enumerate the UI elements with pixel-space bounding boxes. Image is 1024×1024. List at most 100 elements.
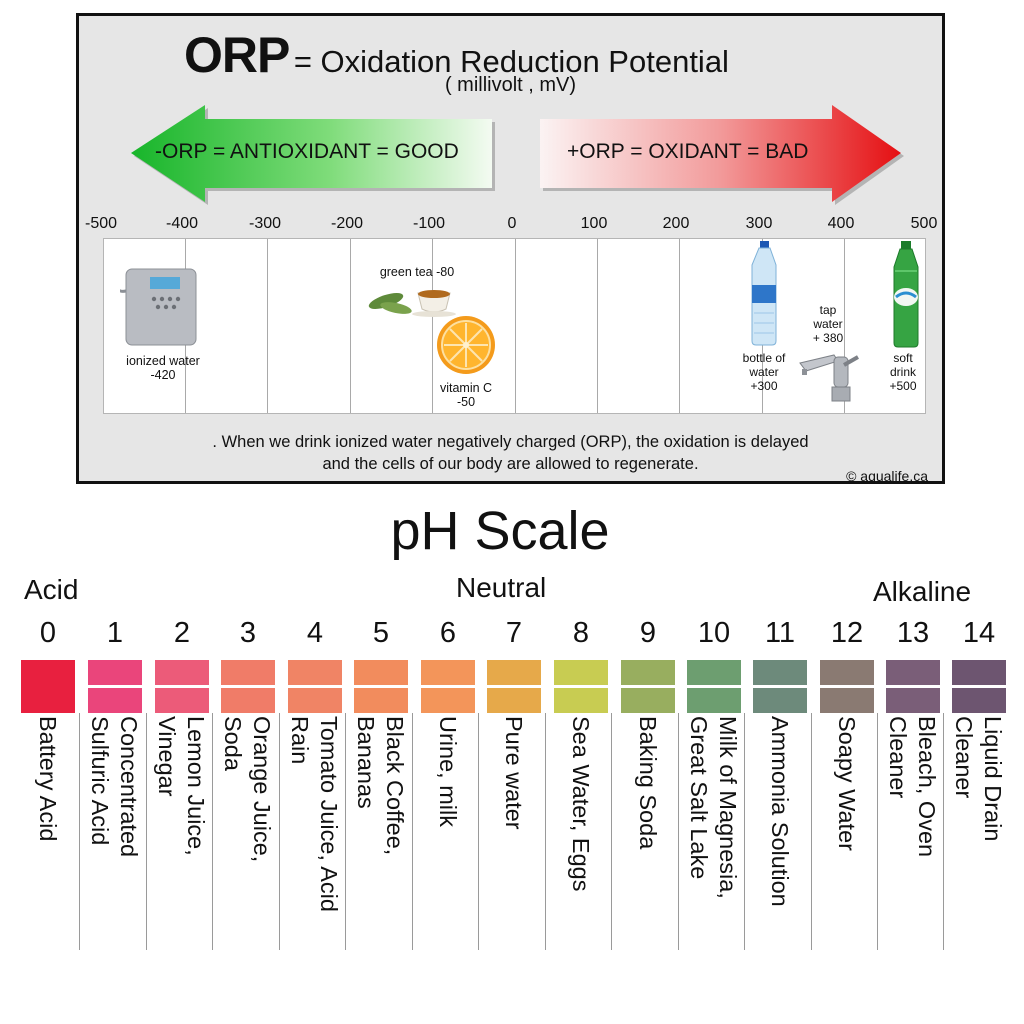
ph-divider-line	[545, 713, 546, 950]
ph-color-swatch	[421, 660, 475, 713]
ph-example-line-2: Great Salt Lake	[686, 716, 712, 880]
tick-label: -100	[412, 215, 446, 232]
tick-label: -400	[165, 215, 199, 232]
ph-number: 0	[39, 617, 57, 649]
ph-example-line-1: Milk of Magnesia,	[715, 716, 741, 899]
ph-divider-line	[611, 713, 612, 950]
grid-line	[679, 239, 680, 413]
tick-label: 0	[507, 215, 517, 232]
ph-number: 14	[962, 617, 996, 649]
orp-title-bold: ORP	[184, 27, 290, 83]
ph-divider-line	[877, 713, 878, 950]
ph-example-label: Battery Acid	[33, 716, 62, 841]
grid-line	[350, 239, 351, 413]
ph-example-line-1: Black Coffee,	[382, 716, 408, 856]
ph-example-line-1: Lemon Juice,	[183, 716, 209, 856]
ph-divider-line	[212, 713, 213, 950]
tick-label: -200	[330, 215, 364, 232]
tick-label: 500	[910, 215, 938, 232]
ph-color-swatch	[952, 660, 1006, 713]
green-tea-label: green tea -80	[379, 265, 455, 279]
ph-divider-line	[678, 713, 679, 950]
ph-number: 9	[639, 617, 657, 649]
acid-label: Acid	[24, 574, 79, 605]
ph-number: 3	[239, 617, 257, 649]
vitamin-c-name: vitamin C	[439, 381, 493, 395]
ph-color-swatch	[886, 660, 940, 713]
ph-example-label: Black Coffee, Bananas	[351, 716, 409, 855]
antioxidant-arrow-label: -ORP = ANTIOXIDANT = GOOD	[155, 140, 459, 163]
ph-divider-line	[811, 713, 812, 950]
ph-example-line-2: Sulfuric Acid	[87, 716, 113, 846]
tap-water-value: + 380	[812, 331, 844, 345]
ph-example-line-1: Bleach, Oven	[914, 716, 940, 858]
ph-color-swatch	[155, 660, 209, 713]
vitamin-c-value: -50	[456, 395, 476, 409]
orange-slice-icon	[437, 316, 495, 374]
ph-color-swatch	[21, 660, 75, 713]
oxidant-arrow-label: +ORP = OXIDANT = BAD	[567, 140, 809, 163]
tick-label: -300	[248, 215, 282, 232]
ph-example-line-1: Pure water	[501, 716, 527, 830]
orp-subtitle: ( millivolt , mV)	[444, 74, 577, 96]
ph-example-label: Bleach, Oven Cleaner	[883, 716, 941, 857]
ph-example-line-1: Urine, milk	[435, 716, 461, 827]
ph-number: 5	[372, 617, 390, 649]
ph-color-swatch	[221, 660, 275, 713]
orp-panel: ORP = Oxidation Reduction Potential ( mi…	[76, 13, 945, 484]
ph-example-line-2: Soda	[220, 716, 246, 771]
ph-number: 1	[106, 617, 124, 649]
ph-color-swatch	[354, 660, 408, 713]
ph-divider-line	[345, 713, 346, 950]
ph-example-line-2: Bananas	[353, 716, 379, 809]
ph-color-swatch	[687, 660, 741, 713]
ph-number: 11	[764, 617, 796, 649]
ph-example-label: Tomato Juice, Acid Rain	[285, 716, 343, 912]
ph-number: 4	[306, 617, 324, 649]
ph-scale-title: pH Scale	[390, 501, 610, 561]
alkaline-label: Alkaline	[873, 576, 972, 607]
ph-example-line-1: Concentrated	[116, 716, 142, 858]
ph-divider-line	[478, 713, 479, 950]
ph-number: 2	[173, 617, 191, 649]
ph-divider-line	[744, 713, 745, 950]
ph-example-label: Liquid Drain Cleaner	[949, 716, 1007, 841]
tick-label: 400	[827, 215, 855, 232]
ph-color-swatch	[487, 660, 541, 713]
ph-color-swatch	[288, 660, 342, 713]
ionized-water-name: ionized water	[126, 354, 200, 368]
ph-divider-line	[943, 713, 944, 950]
orp-scale-box: ionized water -420 green tea -80 vitamin…	[103, 238, 926, 414]
grid-line	[844, 239, 845, 413]
ph-example-line-1: Soapy Water	[834, 716, 860, 851]
ph-example-label: Ammonia Solution	[765, 716, 794, 907]
ph-example-label: Milk of Magnesia, Great Salt Lake	[684, 716, 742, 899]
ph-divider-line	[146, 713, 147, 950]
orp-arrows	[131, 105, 904, 205]
ionized-water-value: -420	[150, 368, 176, 382]
ph-number: 7	[505, 617, 523, 649]
faucet-icon	[799, 354, 859, 402]
ph-example-label: Pure water	[499, 716, 528, 830]
ph-number: 13	[896, 617, 930, 649]
orp-title-rest: = Oxidation Reduction Potential	[293, 44, 729, 79]
grid-line	[267, 239, 268, 413]
right-arrow-shape	[540, 105, 904, 205]
ph-example-label: Lemon Juice, Vinegar	[152, 716, 210, 856]
orp-note-line-2: and the cells of our body are allowed to…	[322, 455, 699, 473]
ph-color-swatch	[753, 660, 807, 713]
water-ionizer-icon	[120, 268, 197, 346]
ph-example-line-2: Vinegar	[154, 716, 180, 797]
orp-title: ORP = Oxidation Reduction Potential	[184, 26, 884, 84]
tick-label: 300	[745, 215, 773, 232]
ph-number: 12	[830, 617, 864, 649]
tick-label: -500	[84, 215, 118, 232]
ph-example-line-1: Tomato Juice, Acid	[316, 716, 342, 912]
ph-example-line-1: Baking Soda	[635, 716, 661, 850]
ph-example-label: Concentrated Sulfuric Acid	[85, 716, 143, 857]
soft-drink-bottle-icon	[893, 241, 919, 348]
tap-water-name-1: tap	[819, 303, 837, 317]
ph-example-line-2: Cleaner	[951, 716, 977, 799]
ph-example-label: Orange Juice, Soda	[218, 716, 276, 862]
bottle-water-value: +300	[750, 379, 778, 393]
